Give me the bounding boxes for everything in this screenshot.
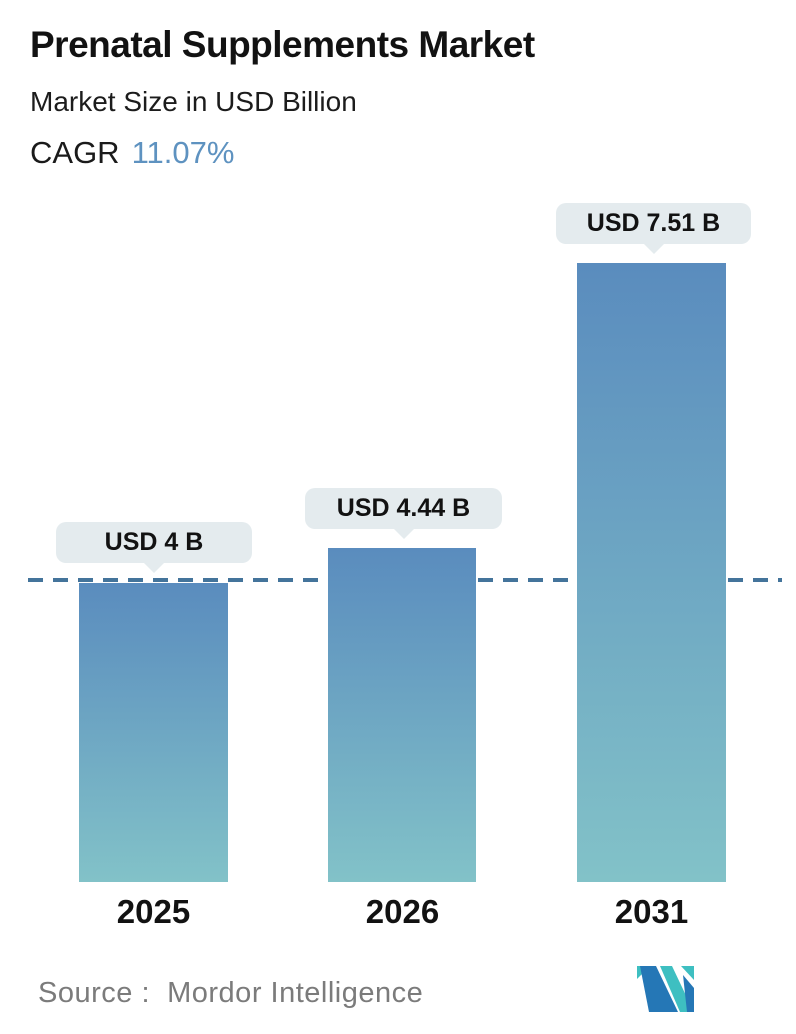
axis-label-2026: 2026 xyxy=(365,893,440,930)
axis-label-2031: 2031 xyxy=(614,893,689,930)
bar-2026 xyxy=(328,548,476,882)
logo-blue-right-bar xyxy=(683,975,694,1012)
cagr-row: CAGR 11.07% xyxy=(30,135,234,171)
axis-label-2025: 2025 xyxy=(116,893,191,930)
value-label-2025: USD 4 B xyxy=(56,522,252,563)
source-text: Source : Mordor Intelligence xyxy=(38,977,424,1009)
cagr-value: 11.07% xyxy=(131,135,235,170)
cagr-label: CAGR xyxy=(30,135,120,170)
logo-teal-middle-diagonal xyxy=(660,966,690,1012)
logo-teal-triangle-top-right xyxy=(681,966,694,980)
bar-2025 xyxy=(79,583,228,882)
bar-2031 xyxy=(577,263,726,882)
chart-subtitle: Market Size in USD Billion xyxy=(30,86,357,117)
logo-blue-left-leg xyxy=(640,966,678,1012)
value-label-2026: USD 4.44 B xyxy=(305,488,502,529)
value-label-2031: USD 7.51 B xyxy=(556,203,751,244)
mordor-intelligence-logo xyxy=(637,966,694,1012)
chart-title: Prenatal Supplements Market xyxy=(30,24,535,65)
